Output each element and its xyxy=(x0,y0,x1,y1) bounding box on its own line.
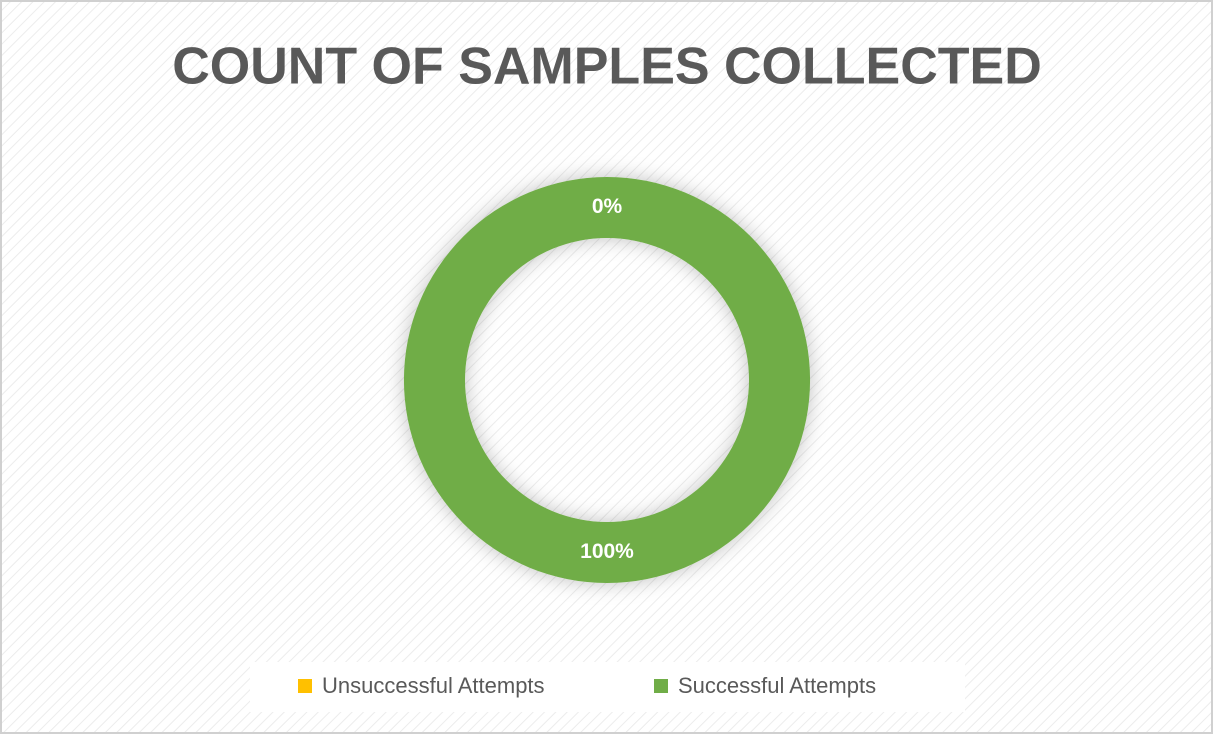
donut xyxy=(403,177,811,583)
legend-box xyxy=(250,662,965,712)
data-label: 0% xyxy=(592,195,623,218)
value-labels: 0% 100% xyxy=(580,195,634,563)
data-label: 100% xyxy=(580,540,634,563)
legend: Unsuccessful Attempts Successful Attempts xyxy=(298,673,876,698)
legend-marker xyxy=(654,679,668,693)
legend-label: Successful Attempts xyxy=(678,673,876,698)
legend-marker xyxy=(298,679,312,693)
legend-label: Unsuccessful Attempts xyxy=(322,673,545,698)
chart-title: COUNT OF SAMPLES COLLECTED xyxy=(172,38,1042,96)
donut-segment xyxy=(403,177,811,583)
